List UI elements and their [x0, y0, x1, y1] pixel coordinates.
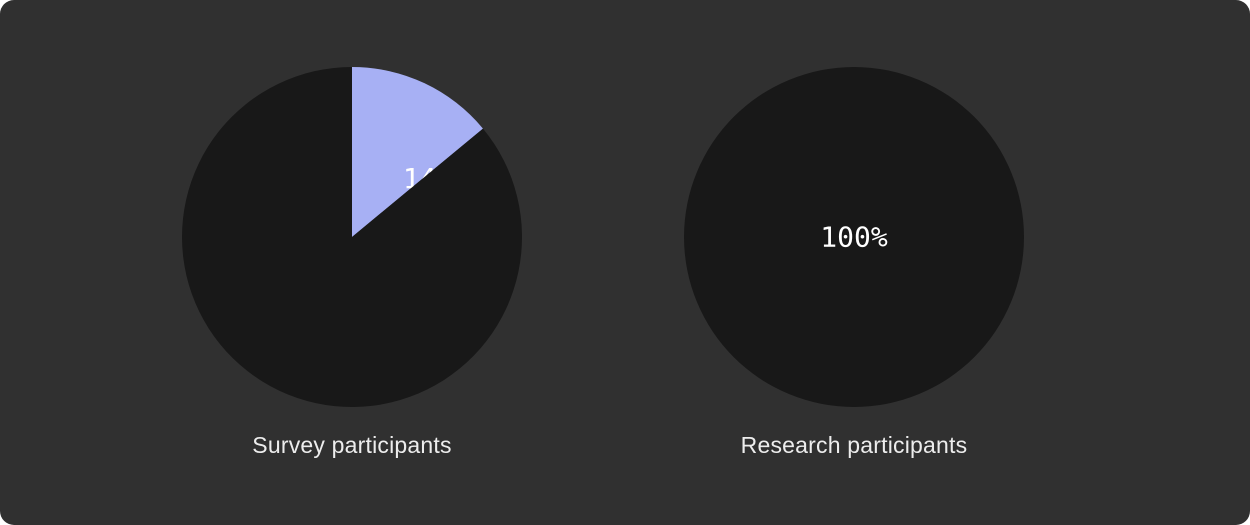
- survey-caption: Survey participants: [252, 432, 452, 458]
- pie-slice: [182, 67, 522, 407]
- survey-chart-panel: 14% Survey participants: [92, 0, 612, 525]
- research-pie-chart: 100%: [684, 67, 1024, 407]
- research-caption: Research participants: [740, 432, 968, 458]
- pie-slice-label: 100%: [820, 221, 888, 254]
- research-chart-panel: 100% Research participants: [594, 0, 1114, 525]
- pie-slice: [684, 67, 1024, 407]
- survey-pie-chart: 14%: [182, 67, 522, 407]
- pie-slice: [352, 67, 483, 237]
